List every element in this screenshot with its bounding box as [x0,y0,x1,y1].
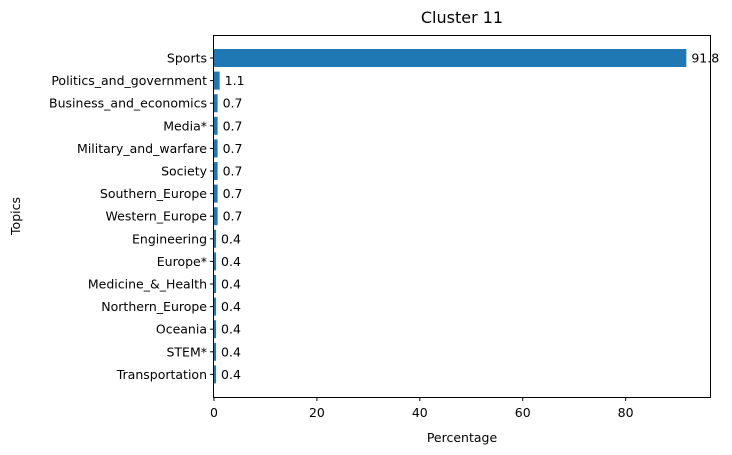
data-label: 1.1 [225,73,245,88]
y-tick-label: Society [161,164,208,179]
y-tick-label: Western_Europe [106,209,208,224]
bar [214,71,220,90]
y-tick-label: Oceania [156,322,207,337]
y-tick-label: Engineering [132,231,207,246]
y-tick-label: Transportation [116,367,207,382]
bar [214,139,218,158]
y-tick-label: Sports [167,51,207,66]
y-tick-label: Northern_Europe [101,299,207,314]
y-tick-label: Medicine_&_Health [88,277,207,292]
x-tick-label: 0 [210,405,218,420]
bar [214,320,217,339]
bar [214,49,687,67]
data-label: 0.4 [221,299,241,314]
data-label: 0.7 [223,141,243,156]
data-label: 0.4 [221,344,241,359]
y-tick-label: Politics_and_government [51,73,207,88]
bar [214,116,218,135]
data-label: 0.4 [221,277,241,292]
bar [214,297,217,316]
data-label: 0.7 [223,164,243,179]
data-label: 0.4 [221,322,241,337]
bar [214,365,217,384]
data-label: 0.4 [221,254,241,269]
y-axis-label: Topics [8,197,23,236]
y-tick-labels: Sports Politics_and_government Business_an… [49,51,214,382]
chart-title: Cluster 11 [421,8,503,27]
y-tick-label: Military_and_warfare [77,141,207,156]
data-labels: 91.8 1.1 0.7 0.7 0.7 0.7 0.7 0.7 0.4 0.4 0.4 0.4 0.4… [221,51,719,382]
bar [214,162,218,180]
bar [214,252,217,271]
data-label: 0.7 [223,118,243,133]
data-label: 0.4 [221,231,241,246]
x-axis-label: Percentage [427,430,498,445]
bar [214,275,217,293]
x-tick-label: 40 [412,405,428,420]
data-label: 0.7 [223,186,243,201]
y-tick-label: STEM* [166,344,207,359]
bar [214,229,217,248]
data-label: 0.4 [221,367,241,382]
x-tick-label: 80 [618,405,634,420]
y-tick-label: Europe* [157,254,207,269]
bars-group [214,49,687,384]
plot-frame [213,35,711,398]
bar [214,342,217,361]
data-label: 0.7 [223,209,243,224]
bar [214,207,218,226]
bar [214,94,218,113]
x-tick-label: 20 [309,405,325,420]
y-tick-label: Media* [163,118,207,133]
data-label: 91.8 [691,51,719,66]
y-tick-label: Southern_Europe [100,186,207,201]
y-tick-label: Business_and_economics [49,96,207,111]
x-tick-label: 60 [515,405,531,420]
data-label: 0.7 [223,96,243,111]
x-ticks: 0 20 40 60 80 [210,397,634,420]
bar [214,184,218,203]
